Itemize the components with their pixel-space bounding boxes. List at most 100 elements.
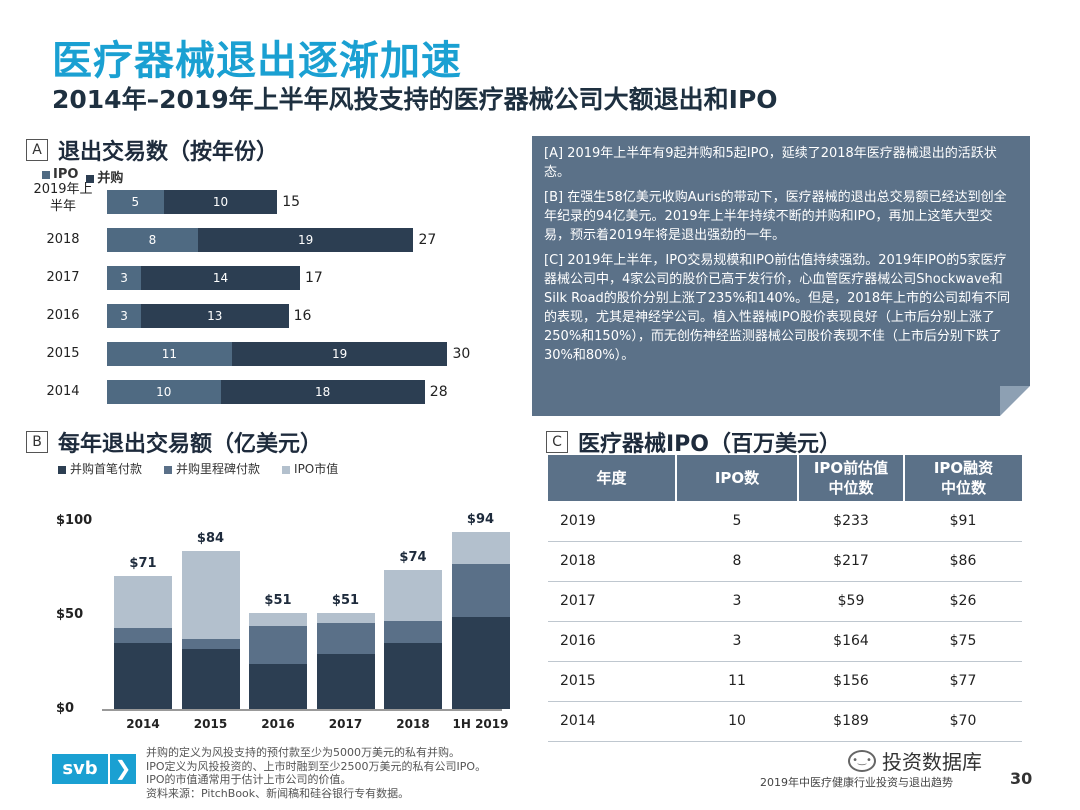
bar-ma-upfront bbox=[249, 663, 307, 709]
footnote-line: IPO定义为风投投资的、上市时融到至少2500万美元的私有公司IPO。 bbox=[146, 759, 487, 773]
bar-row: 2015 11 19 30 bbox=[30, 342, 550, 366]
bar-total-label: 27 bbox=[418, 232, 437, 248]
stacked-bar bbox=[384, 569, 442, 709]
bar-ma-milestone bbox=[316, 622, 375, 655]
stacked-bar bbox=[451, 532, 510, 709]
bar-ma-upfront bbox=[316, 654, 375, 709]
table-row: 2017 3 $59 $26 bbox=[548, 581, 1022, 622]
bar-ma: 19 bbox=[231, 342, 448, 366]
bar-total-label: 17 bbox=[304, 270, 323, 286]
bar-ma: 19 bbox=[197, 228, 414, 252]
y-tick-0: $0 bbox=[56, 701, 75, 716]
bar-total-label: $51 bbox=[331, 593, 360, 609]
stacked-bar bbox=[114, 575, 172, 709]
table-row: 2019 5 $233 $91 bbox=[548, 501, 1022, 542]
cell-raised: $91 bbox=[904, 501, 1022, 542]
bar-ipo: 3 bbox=[107, 304, 142, 328]
section-c-title: 医疗器械IPO（百万美元） bbox=[578, 432, 842, 457]
bar-ma-upfront bbox=[114, 643, 172, 709]
cell-raised: $77 bbox=[904, 661, 1022, 702]
table-row: 2018 8 $217 $86 bbox=[548, 541, 1022, 582]
bar-ipo: 8 bbox=[107, 228, 198, 252]
ipo-table: 年度 IPO数 IPO前估值中位数 IPO融资中位数 2019 5 $233 $91 2… bbox=[548, 455, 1022, 742]
bar-ipo-value bbox=[384, 569, 442, 621]
bar-total-label: $51 bbox=[264, 593, 292, 609]
cell-pre-valuation: $189 bbox=[798, 701, 904, 742]
bar-ipo-value bbox=[451, 532, 510, 565]
bar-total-label: 16 bbox=[293, 308, 312, 324]
bar-total-label: $94 bbox=[466, 512, 495, 528]
bar-ipo-value bbox=[181, 551, 240, 640]
bar-ipo-value bbox=[316, 613, 375, 623]
bar-total-label: $84 bbox=[196, 531, 225, 547]
cell-year: 2014 bbox=[548, 701, 676, 742]
x-tick-label: 2014 bbox=[126, 717, 160, 731]
x-tick-label: 1H 2019 bbox=[452, 717, 509, 731]
section-b-marker: B bbox=[26, 431, 48, 453]
legend-ma-upfront: 并购首笔付款 bbox=[58, 460, 142, 477]
col-ipo-count: IPO数 bbox=[676, 455, 799, 501]
y-tick-100: $100 bbox=[56, 513, 93, 528]
stacked-bar bbox=[249, 613, 307, 709]
legend-ma-milestone: 并购里程碑付款 bbox=[164, 460, 260, 477]
cell-raised: $26 bbox=[904, 581, 1022, 622]
x-axis-line bbox=[102, 709, 502, 711]
section-c-heading: C 医疗器械IPO（百万美元） bbox=[546, 426, 841, 458]
table-header-row: 年度 IPO数 IPO前估值中位数 IPO融资中位数 bbox=[548, 455, 1022, 501]
footnote-line: 资料来源：PitchBook、新闻稿和硅谷银行专有数据。 bbox=[146, 786, 410, 800]
section-a-marker: A bbox=[26, 139, 48, 161]
page-number: 30 bbox=[1010, 769, 1033, 788]
bar-ipo: 10 bbox=[107, 380, 221, 404]
bar-ipo: 11 bbox=[107, 342, 232, 366]
bar-ma-milestone bbox=[384, 620, 442, 644]
svb-logo: svb bbox=[52, 754, 108, 784]
cell-pre-valuation: $164 bbox=[798, 621, 904, 662]
bar-ma-milestone bbox=[181, 639, 240, 649]
bar-row: 2018 8 19 27 bbox=[30, 228, 550, 252]
summary-box: [A] 2019年上半年有9起并购和5起IPO，延续了2018年医疗器械退出的活… bbox=[532, 136, 1030, 416]
page-fold-decoration bbox=[1000, 386, 1030, 416]
cell-pre-valuation: $156 bbox=[798, 661, 904, 702]
bar-row: 2017 3 14 17 bbox=[30, 266, 550, 290]
y-tick-50: $50 bbox=[56, 607, 84, 622]
chevron-right-icon: ❯ bbox=[110, 754, 136, 784]
legend-ipo-value: IPO市值 bbox=[282, 460, 338, 477]
y-tick-label: 2019年上半年 bbox=[33, 182, 93, 214]
bar-ma: 18 bbox=[220, 380, 425, 404]
bar-total-label: $71 bbox=[129, 555, 157, 571]
bar-ma: 10 bbox=[163, 190, 278, 214]
x-tick-label: 2017 bbox=[328, 717, 363, 731]
cell-pre-valuation: $59 bbox=[798, 581, 904, 622]
legend-ipo: IPO bbox=[42, 167, 78, 186]
footnote-line: IPO的市值通常用于估计上市公司的价值。 bbox=[146, 773, 352, 786]
y-tick-label: 2016 bbox=[46, 308, 80, 323]
y-tick-label: 2017 bbox=[46, 270, 80, 285]
page-subtitle: 2014年–2019年上半年风投支持的医疗器械公司大额退出和IPO bbox=[52, 85, 778, 114]
cell-raised: $75 bbox=[904, 621, 1022, 662]
footnotes: 并购的定义为风投支持的预付款至少为5000万美元的私有并购。 IPO定义为风投投… bbox=[146, 746, 486, 800]
col-raised: IPO融资中位数 bbox=[904, 455, 1022, 501]
bar-row: 2016 3 13 16 bbox=[30, 304, 550, 328]
summary-a: [A] 2019年上半年有9起并购和5起IPO，延续了2018年医疗器械退出的活… bbox=[544, 146, 997, 180]
bar-total-label: $74 bbox=[399, 549, 427, 565]
bar-ma: 13 bbox=[141, 304, 289, 328]
bar-ipo-value bbox=[114, 575, 172, 629]
cell-raised: $86 bbox=[904, 541, 1022, 582]
cell-year: 2017 bbox=[548, 581, 676, 622]
cell-raised: $70 bbox=[904, 701, 1022, 742]
watermark: •‿• 投资数据库 bbox=[848, 746, 982, 775]
y-tick-label: 2014 bbox=[46, 384, 80, 399]
bar-ipo: 3 bbox=[107, 266, 142, 290]
table-row: 2015 11 $156 $77 bbox=[548, 661, 1022, 702]
bar-total-label: 30 bbox=[452, 346, 471, 362]
section-a-legend: IPO 并购 bbox=[42, 167, 123, 186]
bar-ma-milestone bbox=[451, 564, 510, 617]
cell-year: 2015 bbox=[548, 661, 676, 702]
bar-total-label: 15 bbox=[282, 194, 301, 210]
bar-total-label: 28 bbox=[429, 384, 448, 400]
table-row: 2016 3 $164 $75 bbox=[548, 621, 1022, 662]
section-b-heading: B 每年退出交易额（亿美元） bbox=[26, 426, 322, 458]
legend-ma: 并购 bbox=[86, 167, 123, 186]
cell-ipo-count: 5 bbox=[676, 501, 798, 542]
section-b-legend: 并购首笔付款 并购里程碑付款 IPO市值 bbox=[58, 460, 338, 477]
